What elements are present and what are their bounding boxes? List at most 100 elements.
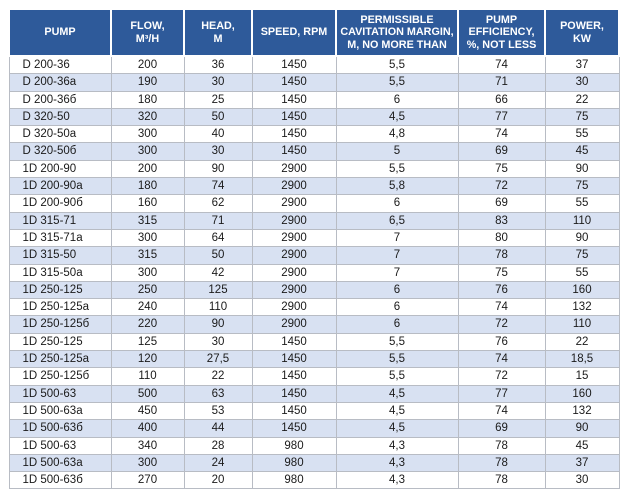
- head-cell: 110: [183, 298, 253, 317]
- flow-cell: 240: [110, 298, 185, 317]
- speed-cell: 2900: [251, 211, 337, 230]
- flow-cell: 180: [110, 90, 185, 109]
- flow-cell: 200: [110, 55, 185, 75]
- speed-cell: 980: [251, 471, 337, 490]
- power-cell: 30: [544, 471, 620, 490]
- speed-cell: 1450: [251, 419, 337, 438]
- head-cell: 22: [183, 367, 253, 386]
- table-row: 1D 500-63б 400 44 1450 4,5 69 90: [8, 419, 620, 438]
- table-row: 1D 250-125 250 125 2900 6 76 160: [8, 280, 620, 300]
- speed-cell: 1450: [251, 401, 337, 421]
- speed-cell: 2900: [251, 315, 337, 334]
- head-cell: 44: [183, 419, 253, 438]
- efficiency-cell: 76: [457, 332, 546, 352]
- head-cell: 25: [183, 90, 253, 109]
- cavitation-margin-cell: 4,8: [335, 125, 459, 144]
- flow-cell: 340: [110, 436, 185, 455]
- head-cell: 63: [183, 384, 253, 403]
- pump-cell: D 320-50a: [8, 125, 112, 144]
- pump-cell: D 200-36: [8, 55, 112, 75]
- table-row: D 200-36б 180 25 1450 6 66 22: [8, 90, 620, 109]
- head-cell: 53: [183, 401, 253, 421]
- table-row: D 320-50б 300 30 1450 5 69 45: [8, 142, 620, 161]
- efficiency-cell: 78: [457, 453, 546, 473]
- pump-cell: 1D 500-63б: [8, 471, 112, 490]
- efficiency-cell: 74: [457, 401, 546, 421]
- flow-cell: 300: [110, 453, 185, 473]
- table-row: 1D 315-50a 300 42 2900 7 75 55: [8, 263, 620, 282]
- table-row: 1D 500-63 500 63 1450 4,5 77 160: [8, 384, 620, 403]
- col-header-head: HEAD, M: [183, 8, 253, 57]
- pump-cell: 1D 250-125: [8, 280, 112, 300]
- pump-cell: D 200-36a: [8, 73, 112, 92]
- power-cell: 15: [544, 367, 620, 386]
- cavitation-margin-cell: 5,5: [335, 332, 459, 352]
- pump-cell: 1D 200-90б: [8, 194, 112, 213]
- speed-cell: 980: [251, 453, 337, 473]
- efficiency-cell: 74: [457, 350, 546, 369]
- table-row: D 200-36 200 36 1450 5,5 74 37: [8, 55, 620, 75]
- speed-cell: 1450: [251, 350, 337, 369]
- cavitation-margin-cell: 6: [335, 298, 459, 317]
- cavitation-margin-cell: 7: [335, 228, 459, 248]
- cavitation-margin-cell: 6: [335, 194, 459, 213]
- speed-cell: 2900: [251, 159, 337, 179]
- power-cell: 55: [544, 263, 620, 282]
- efficiency-cell: 78: [457, 471, 546, 490]
- cavitation-margin-cell: 4,5: [335, 401, 459, 421]
- table-row: D 320-50a 300 40 1450 4,8 74 55: [8, 125, 620, 144]
- cavitation-margin-cell: 5,5: [335, 55, 459, 75]
- col-header-efficiency: PUMP EFFICIENCY, %, NOT LESS: [457, 8, 546, 57]
- head-cell: 30: [183, 332, 253, 352]
- efficiency-cell: 76: [457, 280, 546, 300]
- table-body: D 200-36 200 36 1450 5,5 74 37 D 200-36a 190 30 14…: [8, 55, 620, 490]
- power-cell: 22: [544, 332, 620, 352]
- pump-cell: 1D 500-63a: [8, 401, 112, 421]
- pump-cell: D 320-50: [8, 107, 112, 127]
- table-row: D 200-36a 190 30 1450 5,5 71 30: [8, 73, 620, 92]
- head-cell: 40: [183, 125, 253, 144]
- cavitation-margin-cell: 7: [335, 246, 459, 265]
- head-cell: 36: [183, 55, 253, 75]
- col-header-speed: SPEED, RPM: [251, 8, 337, 57]
- power-cell: 75: [544, 107, 620, 127]
- power-cell: 110: [544, 315, 620, 334]
- speed-cell: 2900: [251, 263, 337, 282]
- head-cell: 50: [183, 246, 253, 265]
- speed-cell: 2900: [251, 280, 337, 300]
- speed-cell: 1450: [251, 107, 337, 127]
- pump-cell: 1D 500-63a: [8, 453, 112, 473]
- efficiency-cell: 74: [457, 125, 546, 144]
- flow-cell: 315: [110, 246, 185, 265]
- head-cell: 20: [183, 471, 253, 490]
- speed-cell: 1450: [251, 332, 337, 352]
- table-row: 1D 315-50 315 50 2900 7 78 75: [8, 246, 620, 265]
- pump-cell: 1D 315-50: [8, 246, 112, 265]
- col-header-flow: FLOW, M³/H: [110, 8, 185, 57]
- flow-cell: 320: [110, 107, 185, 127]
- speed-cell: 2900: [251, 228, 337, 248]
- pump-cell: 1D 315-71: [8, 211, 112, 230]
- table-row: 1D 250-125 125 30 1450 5,5 76 22: [8, 332, 620, 352]
- cavitation-margin-cell: 5,5: [335, 367, 459, 386]
- col-header-pump: PUMP: [8, 8, 112, 57]
- speed-cell: 1450: [251, 125, 337, 144]
- speed-cell: 1450: [251, 367, 337, 386]
- cavitation-margin-cell: 5,5: [335, 350, 459, 369]
- efficiency-cell: 75: [457, 159, 546, 179]
- power-cell: 45: [544, 142, 620, 161]
- cavitation-margin-cell: 7: [335, 263, 459, 282]
- power-cell: 160: [544, 384, 620, 403]
- flow-cell: 180: [110, 177, 185, 196]
- table-row: 1D 200-90 200 90 2900 5,5 75 90: [8, 159, 620, 179]
- power-cell: 90: [544, 159, 620, 179]
- head-cell: 90: [183, 315, 253, 334]
- power-cell: 55: [544, 194, 620, 213]
- speed-cell: 980: [251, 436, 337, 455]
- efficiency-cell: 69: [457, 419, 546, 438]
- efficiency-cell: 77: [457, 107, 546, 127]
- cavitation-margin-cell: 4,5: [335, 419, 459, 438]
- pump-cell: 1D 250-125б: [8, 315, 112, 334]
- table-row: 1D 250-125б 110 22 1450 5,5 72 15: [8, 367, 620, 386]
- cavitation-margin-cell: 5,5: [335, 73, 459, 92]
